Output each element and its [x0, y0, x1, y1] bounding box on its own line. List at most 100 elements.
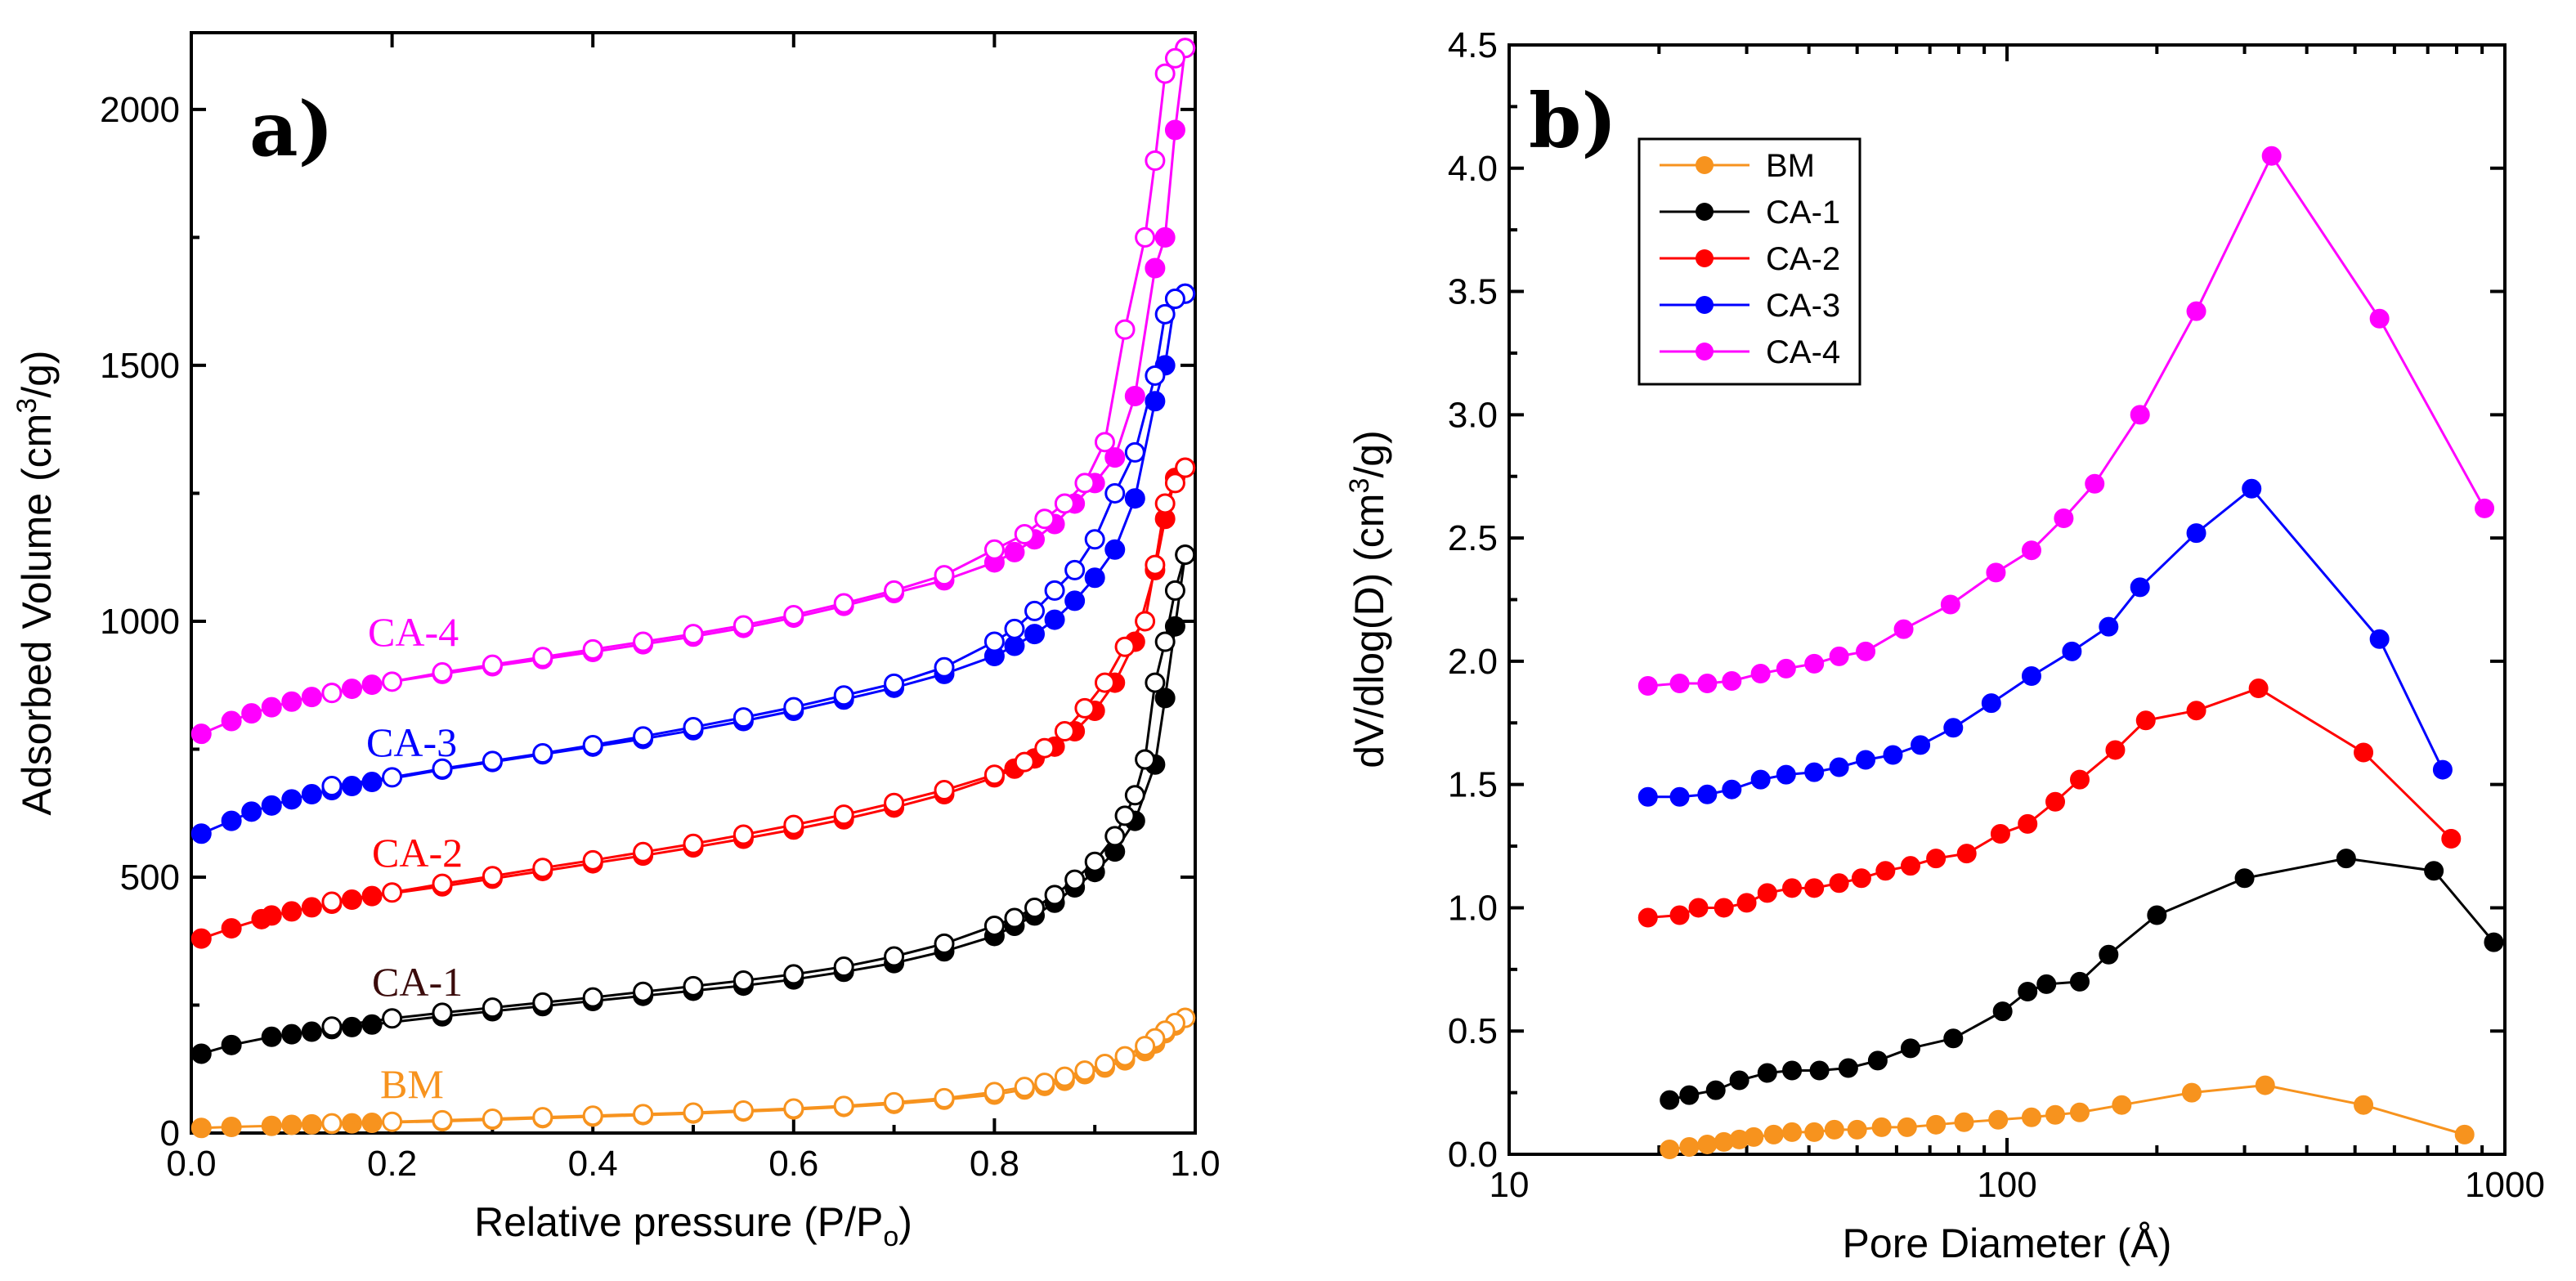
data-point — [1660, 1090, 1680, 1110]
desorption-point — [1154, 631, 1176, 652]
x-tick-label: 0.6 — [768, 1144, 818, 1184]
adsorption-point — [261, 1115, 282, 1136]
desorption-point — [1034, 1073, 1055, 1094]
desorption-point — [582, 734, 603, 755]
desorption-point — [321, 1113, 343, 1134]
desorption-point — [884, 1091, 905, 1113]
adsorption-point — [301, 784, 322, 805]
desorption-point — [382, 1008, 403, 1029]
data-point — [1956, 844, 1977, 864]
adsorption-point — [341, 776, 362, 797]
desorption-point — [1145, 554, 1166, 576]
data-point — [1900, 856, 1920, 876]
data-point — [2424, 861, 2444, 881]
data-point — [1943, 718, 1964, 738]
data-point — [1669, 905, 1690, 925]
desorption-point — [983, 631, 1005, 652]
adsorption-point — [190, 1043, 212, 1064]
desorption-point — [1014, 524, 1035, 545]
data-point — [2432, 759, 2453, 780]
data-point — [1883, 745, 1903, 765]
data-point — [1856, 750, 1876, 770]
adsorption-point — [1064, 590, 1086, 611]
y-tick-label: 3.0 — [1448, 395, 1498, 435]
adsorption-point — [241, 801, 262, 822]
data-point — [2248, 679, 2269, 699]
desorption-point — [683, 833, 704, 854]
desorption-point — [1094, 672, 1115, 693]
desorption-point — [683, 1102, 704, 1123]
data-point — [1637, 676, 1658, 696]
desorption-point — [884, 946, 905, 967]
x-tick-label: 10 — [1490, 1165, 1530, 1205]
data-point — [1782, 878, 1803, 898]
chart-b-x-axis-title: Pore Diameter (Å) — [1843, 1221, 2172, 1266]
desorption-point — [1044, 885, 1065, 906]
desorption-point — [833, 956, 854, 978]
data-point — [2018, 981, 2038, 1001]
chart-b-y-axis-title: dV/dlog(D) (cm3/g) — [1344, 430, 1392, 768]
data-point — [2369, 308, 2390, 329]
desorption-point — [1024, 600, 1046, 621]
adsorption-point — [281, 1114, 302, 1135]
desorption-point — [582, 638, 603, 660]
data-point — [1981, 693, 2001, 714]
adsorption-point — [341, 1016, 362, 1037]
desorption-point — [1135, 611, 1156, 632]
legend-label: CA-2 — [1766, 241, 1840, 277]
x-tick-label: 100 — [1977, 1165, 2036, 1205]
desorption-point — [884, 792, 905, 813]
data-point — [1736, 893, 1757, 913]
desorption-point — [1054, 493, 1075, 514]
chart-a-series-labels: CA-4 CA-3 CA-2 CA-1 BM — [366, 609, 463, 1107]
chart-a-series — [190, 38, 1196, 1139]
data-point — [1940, 594, 1960, 615]
data-point — [1722, 671, 1742, 692]
legend-label: BM — [1766, 148, 1815, 184]
adsorption-point — [301, 897, 322, 918]
data-point — [1660, 1139, 1680, 1159]
desorption-point — [1104, 826, 1126, 847]
chart-b-legend: BM CA-1 CA-2 CA-3 CA-4 — [1637, 137, 1861, 386]
data-point — [1911, 735, 1931, 755]
desorption-point — [833, 1095, 854, 1117]
data-point — [1688, 898, 1709, 918]
desorption-line — [331, 292, 1186, 788]
legend-label: CA-3 — [1766, 288, 1840, 324]
data-point — [1851, 868, 1871, 889]
adsorption-point — [1145, 258, 1166, 279]
data-point — [1856, 641, 1876, 661]
desorption-point — [1154, 493, 1176, 514]
y-tick-label: 2.5 — [1448, 518, 1498, 558]
adsorption-point — [301, 1021, 322, 1042]
adsorption-point — [1154, 226, 1176, 248]
desorption-point — [833, 804, 854, 826]
chart-a-panel-label: a) — [249, 85, 334, 173]
desorption-point — [1044, 580, 1065, 601]
data-point — [2234, 868, 2255, 889]
data-point — [1824, 1119, 1844, 1140]
data-point — [2484, 932, 2504, 952]
y-tick-label: 3.5 — [1448, 272, 1498, 312]
legend-box — [1637, 137, 1861, 386]
adsorption-point — [1124, 385, 1145, 406]
chart-a-x-axis-title: Relative pressure (P/Po) — [474, 1199, 912, 1252]
data-point — [2069, 769, 2090, 790]
data-point — [1669, 674, 1690, 694]
data-point — [1986, 562, 2006, 583]
desorption-point — [321, 891, 343, 912]
data-point — [1782, 1122, 1803, 1142]
adsorption-point — [190, 1118, 212, 1139]
series-ca-1 — [190, 544, 1196, 1064]
series-bm — [1660, 1075, 2475, 1159]
desorption-point — [1064, 869, 1086, 890]
data-point — [2018, 813, 2038, 834]
series-ca-3 — [190, 283, 1196, 844]
series-ca-4 — [1637, 146, 2495, 696]
legend-items: BM CA-1 CA-2 CA-3 CA-4 — [1660, 148, 1840, 370]
data-point — [1847, 1119, 1867, 1140]
data-point — [1838, 1058, 1858, 1078]
desorption-point — [1124, 441, 1145, 463]
desorption-point — [1164, 473, 1185, 494]
data-point — [1875, 861, 1896, 881]
